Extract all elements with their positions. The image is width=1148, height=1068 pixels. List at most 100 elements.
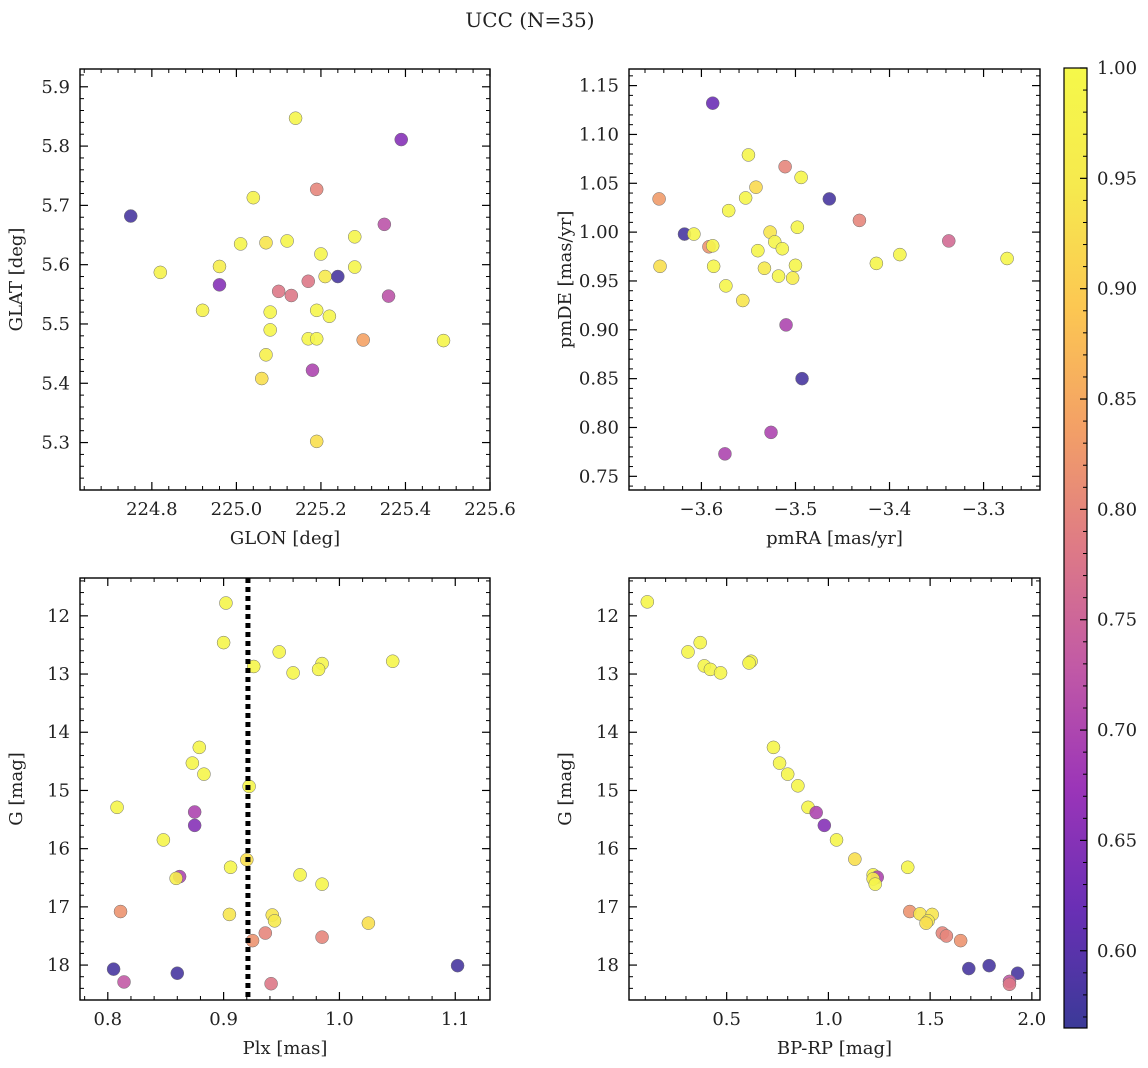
y-axis-label: G [mag]	[6, 752, 27, 825]
colorbar-tick-label: 1.00	[1097, 58, 1137, 79]
data-point	[264, 976, 278, 991]
data-point	[280, 234, 294, 248]
y-tick-label: 14	[47, 722, 70, 743]
data-point	[233, 237, 248, 251]
y-axis-label: GLAT [deg]	[6, 228, 27, 332]
data-point	[962, 961, 976, 976]
y-tick-label: 1.05	[579, 173, 619, 194]
y-tick-label: 1.00	[579, 222, 619, 243]
y-tick-label: 5.6	[41, 255, 70, 276]
data-point	[195, 303, 210, 318]
y-tick-label: 12	[47, 606, 70, 627]
data-point	[117, 975, 131, 989]
data-point	[301, 274, 315, 289]
colorbar-tick-label: 0.60	[1097, 941, 1137, 962]
data-point	[1002, 977, 1017, 992]
data-point	[170, 966, 185, 980]
panel-plx-g: 0.8 0.9 1.0 1.1 12 13 14 15 16 17 18 Plx [mas] G [ma…	[6, 577, 491, 1059]
data-point	[263, 323, 277, 337]
x-tick-label: 225.2	[295, 499, 347, 520]
x-tick-label: 1.0	[814, 1009, 843, 1030]
data-point	[315, 930, 329, 944]
data-point	[687, 227, 701, 241]
x-axis-label: Plx [mas]	[243, 1038, 328, 1059]
data-point	[216, 635, 231, 650]
colorbar-gradient	[1063, 67, 1088, 1029]
data-point	[322, 309, 337, 324]
y-tick-label: 15	[47, 780, 70, 801]
data-point	[736, 293, 750, 308]
data-point	[771, 269, 786, 283]
data-point	[772, 756, 787, 770]
data-point	[361, 916, 376, 930]
data-point	[110, 800, 124, 815]
data-point	[246, 659, 261, 674]
data-point	[652, 192, 666, 206]
data-point	[309, 182, 324, 197]
data-point	[721, 203, 736, 218]
data-point	[436, 333, 451, 348]
y-tick-label: 1.15	[579, 76, 619, 97]
x-tick-label: 225.4	[380, 499, 432, 520]
data-point	[255, 371, 269, 386]
data-point	[788, 258, 803, 273]
data-point	[1000, 251, 1014, 266]
data-point	[741, 148, 756, 162]
data-point	[900, 860, 915, 875]
panel-glon-glat: 224.8 225.0 225.2 225.4 225.6 5.3 5.4 5.5 5.6 5.7…	[6, 68, 516, 549]
y-tick-label: 0.75	[579, 466, 619, 487]
data-point	[331, 269, 345, 284]
data-point	[809, 805, 823, 820]
x-tick-label: 225.6	[464, 499, 516, 520]
data-point	[394, 132, 408, 147]
data-point	[286, 666, 300, 680]
y-axis-label: G [mag]	[555, 752, 576, 825]
data-point	[869, 256, 884, 271]
data-point	[311, 662, 326, 677]
y-axis-label: pmDE [mas/yr]	[555, 211, 576, 349]
data-point	[822, 192, 837, 206]
data-point	[258, 926, 273, 940]
data-point	[790, 220, 805, 234]
x-tick-label: −3.5	[774, 499, 818, 520]
data-point	[852, 213, 867, 228]
data-point	[640, 595, 655, 609]
data-point	[309, 303, 324, 318]
data-point	[106, 962, 121, 976]
data-point	[381, 289, 396, 303]
y-tick-label: 17	[47, 897, 70, 918]
x-tick-label: 1.1	[441, 1009, 470, 1030]
y-tick-label: 16	[596, 839, 619, 860]
data-point	[713, 666, 728, 680]
data-point	[775, 241, 790, 256]
x-tick-label: −3.3	[962, 499, 1006, 520]
panel-pmra-pmde: −3.6 −3.5 −3.4 −3.3 0.75 0.80 0.85 0.90 0.95 1.00…	[555, 68, 1041, 549]
data-point	[246, 190, 261, 205]
data-point	[156, 833, 171, 847]
y-tick-label: 0.95	[579, 271, 619, 292]
x-axis-label: pmRA [mas/yr]	[766, 528, 903, 549]
data-point	[653, 259, 667, 274]
data-point	[829, 833, 844, 847]
data-point	[259, 348, 273, 362]
data-point	[785, 271, 800, 285]
data-point	[779, 318, 793, 332]
data-point	[197, 767, 211, 781]
data-point	[817, 818, 832, 833]
y-tick-label: 5.7	[41, 195, 70, 216]
colorbar-tick-label: 0.80	[1097, 499, 1137, 520]
data-point	[780, 767, 795, 781]
data-point	[693, 635, 707, 650]
x-tick-label: 224.8	[126, 499, 178, 520]
data-point	[749, 180, 763, 194]
x-axis-label: GLON [deg]	[230, 528, 340, 549]
data-point	[272, 645, 286, 659]
data-point	[893, 247, 907, 262]
x-tick-label: 0.5	[712, 1009, 741, 1030]
data-point	[288, 111, 303, 125]
data-point	[742, 656, 756, 670]
data-point	[778, 159, 792, 174]
data-point	[318, 269, 332, 284]
data-point	[284, 288, 299, 303]
